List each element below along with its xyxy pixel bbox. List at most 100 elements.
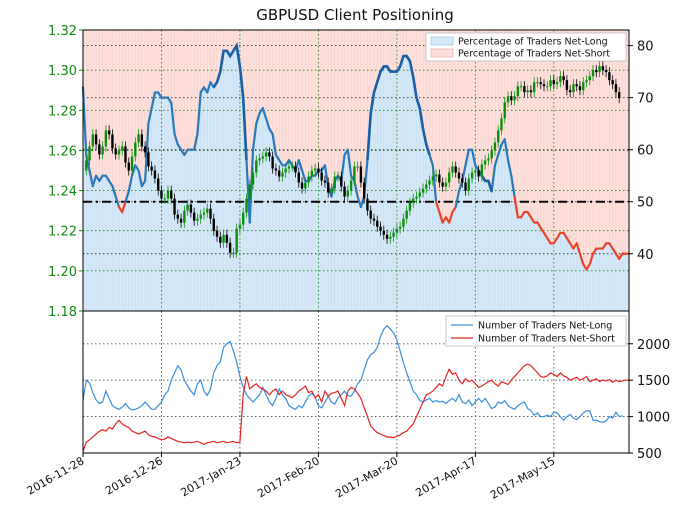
date-axis-tick-label: 2017-Apr-17 xyxy=(413,454,478,499)
price-candle xyxy=(323,180,327,183)
price-candle xyxy=(523,86,526,93)
price-candle xyxy=(500,118,503,131)
price-candle xyxy=(572,84,575,93)
pct-long-segment xyxy=(85,153,91,172)
price-candle xyxy=(408,202,412,211)
price-candle xyxy=(196,218,199,221)
price-candle xyxy=(359,166,363,183)
price-candle xyxy=(467,178,470,191)
pct-long-segment xyxy=(264,117,271,130)
pct-long-segment xyxy=(497,143,503,156)
price-candle xyxy=(121,146,124,151)
price-candle xyxy=(343,186,346,197)
price-candle xyxy=(156,178,160,191)
price-candle xyxy=(438,174,441,183)
date-axis-tick-label: 2017-Jan-23 xyxy=(178,454,243,499)
price-candle xyxy=(510,96,513,101)
legend-long-label: Percentage of Traders Net-Long xyxy=(458,37,608,48)
price-candle xyxy=(294,166,297,173)
price-candle xyxy=(127,162,130,171)
pct-long-segment xyxy=(513,195,519,219)
price-candle xyxy=(568,90,572,93)
pct-long-segment xyxy=(346,148,353,177)
price-candle xyxy=(251,172,255,185)
price-candle xyxy=(228,242,232,253)
price-candle xyxy=(532,82,536,93)
pct-long-segment xyxy=(448,211,454,224)
pct-long-segment xyxy=(251,122,258,151)
pct-long-segment xyxy=(121,200,127,214)
price-candle xyxy=(614,84,618,93)
price-candle xyxy=(431,176,435,181)
price-candle xyxy=(313,168,317,171)
pct-long-segment xyxy=(255,112,261,125)
bottom-grid xyxy=(83,343,629,454)
pct-long-segment xyxy=(503,138,510,162)
pct-axis-tick-label: 50 xyxy=(637,196,654,211)
price-candle xyxy=(261,156,265,159)
price-candle xyxy=(601,66,605,71)
price-candle xyxy=(242,212,245,225)
price-candle xyxy=(327,182,330,193)
price-candle xyxy=(474,170,477,173)
count-axis-tick-label: 500 xyxy=(637,447,662,462)
price-candle xyxy=(516,86,520,97)
price-candle xyxy=(392,232,395,237)
pct-long-segment xyxy=(91,174,98,188)
top-legend-box xyxy=(425,32,627,62)
price-candle xyxy=(477,170,480,177)
price-axis-tick-label: 1.24 xyxy=(48,185,77,200)
price-candle xyxy=(297,172,300,183)
price-candle xyxy=(222,234,225,243)
price-axis-tick-label: 1.32 xyxy=(48,24,77,39)
pct-long-segment xyxy=(130,164,137,177)
price-candle xyxy=(310,170,314,177)
price-candle xyxy=(434,174,438,177)
price-candles xyxy=(85,61,621,258)
price-candle xyxy=(542,84,546,87)
price-candle xyxy=(199,214,202,219)
price-candle xyxy=(248,184,251,199)
price-candle xyxy=(376,220,379,227)
price-candle xyxy=(336,176,340,178)
price-candle xyxy=(362,182,366,199)
legend-count-long-label: Number of Traders Net-Long xyxy=(478,321,612,332)
pct-long-segment xyxy=(435,200,441,214)
price-candle xyxy=(418,192,421,197)
price-candle xyxy=(91,134,95,147)
pct-long-segment xyxy=(127,174,134,193)
pct-long-segment xyxy=(300,169,307,183)
price-candle xyxy=(497,130,500,143)
pct-long-segment xyxy=(137,169,143,188)
price-candle xyxy=(192,212,196,221)
price-candle xyxy=(585,80,588,83)
price-candle xyxy=(215,230,219,237)
pct-long-segment xyxy=(431,164,438,203)
price-candle xyxy=(117,150,121,155)
price-axis-tick-label: 1.18 xyxy=(48,305,77,320)
chart-title: GBPUSD Client Positioning xyxy=(256,6,454,24)
pct-long-segment xyxy=(206,80,212,94)
price-candle xyxy=(454,166,457,173)
price-candle xyxy=(546,86,549,88)
price-candle xyxy=(209,208,212,219)
price-candle xyxy=(98,144,101,155)
pct-long-segment xyxy=(490,164,497,193)
price-candle xyxy=(578,86,582,91)
pct-long-segment xyxy=(261,106,268,120)
price-candle xyxy=(425,184,428,189)
legend-short-label: Percentage of Traders Net-Short xyxy=(458,49,610,60)
date-axis-tick-label: 2017-Mar-20 xyxy=(333,454,400,500)
price-candle xyxy=(160,190,163,199)
pct-long-segment xyxy=(144,122,150,183)
pct-long-segment xyxy=(297,158,304,172)
price-candle xyxy=(379,226,382,231)
price-candle xyxy=(173,198,176,215)
price-candle xyxy=(206,208,209,213)
bottom-legend-box xyxy=(445,315,627,347)
price-axis-tick-label: 1.20 xyxy=(48,265,77,280)
price-candle xyxy=(519,86,523,88)
price-candle xyxy=(101,146,104,155)
date-axis-tick-label: 2017-May-15 xyxy=(488,454,557,502)
